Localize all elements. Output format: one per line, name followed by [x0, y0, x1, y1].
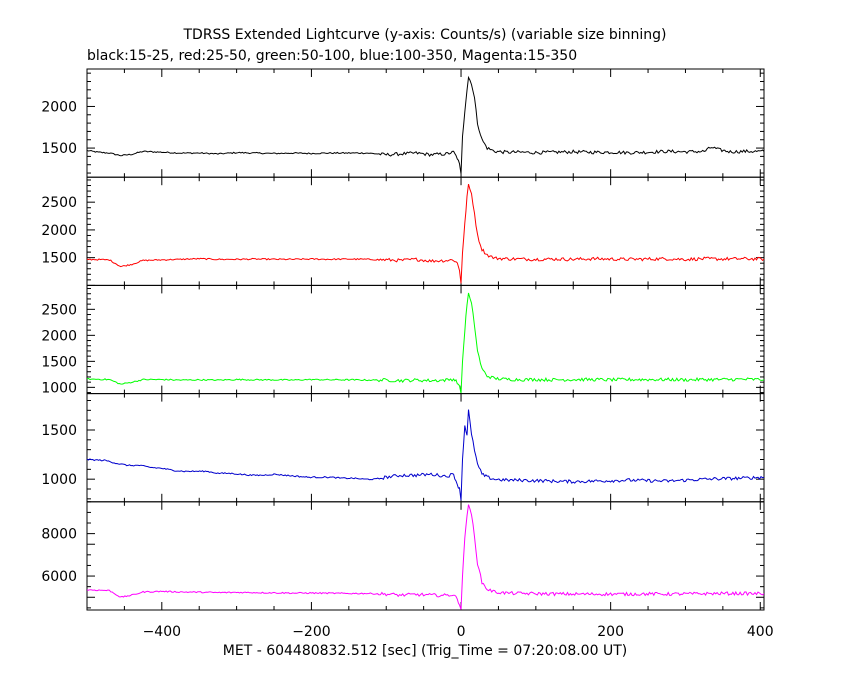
series-line-15-350: [86, 504, 765, 610]
chart-title: TDRSS Extended Lightcurve (y-axis: Count…: [182, 27, 666, 43]
panel-frame: [86, 501, 765, 611]
panel-100-350: 1000 1500: [41, 393, 765, 503]
y-tick-label: 8000: [41, 527, 77, 543]
y-tick-label: 1500: [41, 423, 77, 439]
panel-50-100: 1000 1500 2000 2500: [41, 284, 765, 396]
y-tick-label: 2000: [41, 223, 77, 239]
panel-15-350: 6000 8000: [41, 501, 765, 611]
y-tick-label: 2500: [41, 195, 77, 211]
x-tick-label: −400: [143, 624, 181, 640]
y-tick-label: 2000: [41, 99, 77, 115]
series-line-15-25: [86, 75, 765, 174]
x-tick-label: 200: [597, 624, 624, 640]
x-axis-label: MET - 604480832.512 [sec] (Trig_Time = 0…: [223, 643, 627, 659]
y-tick-label: 1000: [41, 380, 77, 396]
panel-15-25: 1500 2000: [41, 68, 765, 178]
x-tick-label: 0: [457, 624, 466, 640]
y-tick-label: 1500: [41, 251, 77, 267]
panel-frame: [86, 68, 765, 178]
x-tick-label: 400: [747, 624, 774, 640]
y-tick-label: 1000: [41, 472, 77, 488]
y-tick-label: 1500: [41, 354, 77, 370]
series-line-25-50: [86, 183, 765, 284]
panel-25-50: 1500 2000 2500: [41, 176, 765, 286]
chart-subtitle: black:15-25, red:25-50, green:50-100, bl…: [87, 48, 577, 64]
x-tick-label: −200: [292, 624, 330, 640]
y-tick-label: 6000: [41, 569, 77, 585]
y-tick-label: 1500: [41, 141, 77, 157]
series-line-50-100: [86, 292, 765, 394]
panel-frame: [86, 176, 765, 286]
y-tick-label: 2500: [41, 302, 77, 318]
panel-frame: [86, 393, 765, 503]
panel-frame: [86, 284, 765, 395]
series-line-100-350: [86, 409, 765, 501]
y-tick-label: 2000: [41, 328, 77, 344]
